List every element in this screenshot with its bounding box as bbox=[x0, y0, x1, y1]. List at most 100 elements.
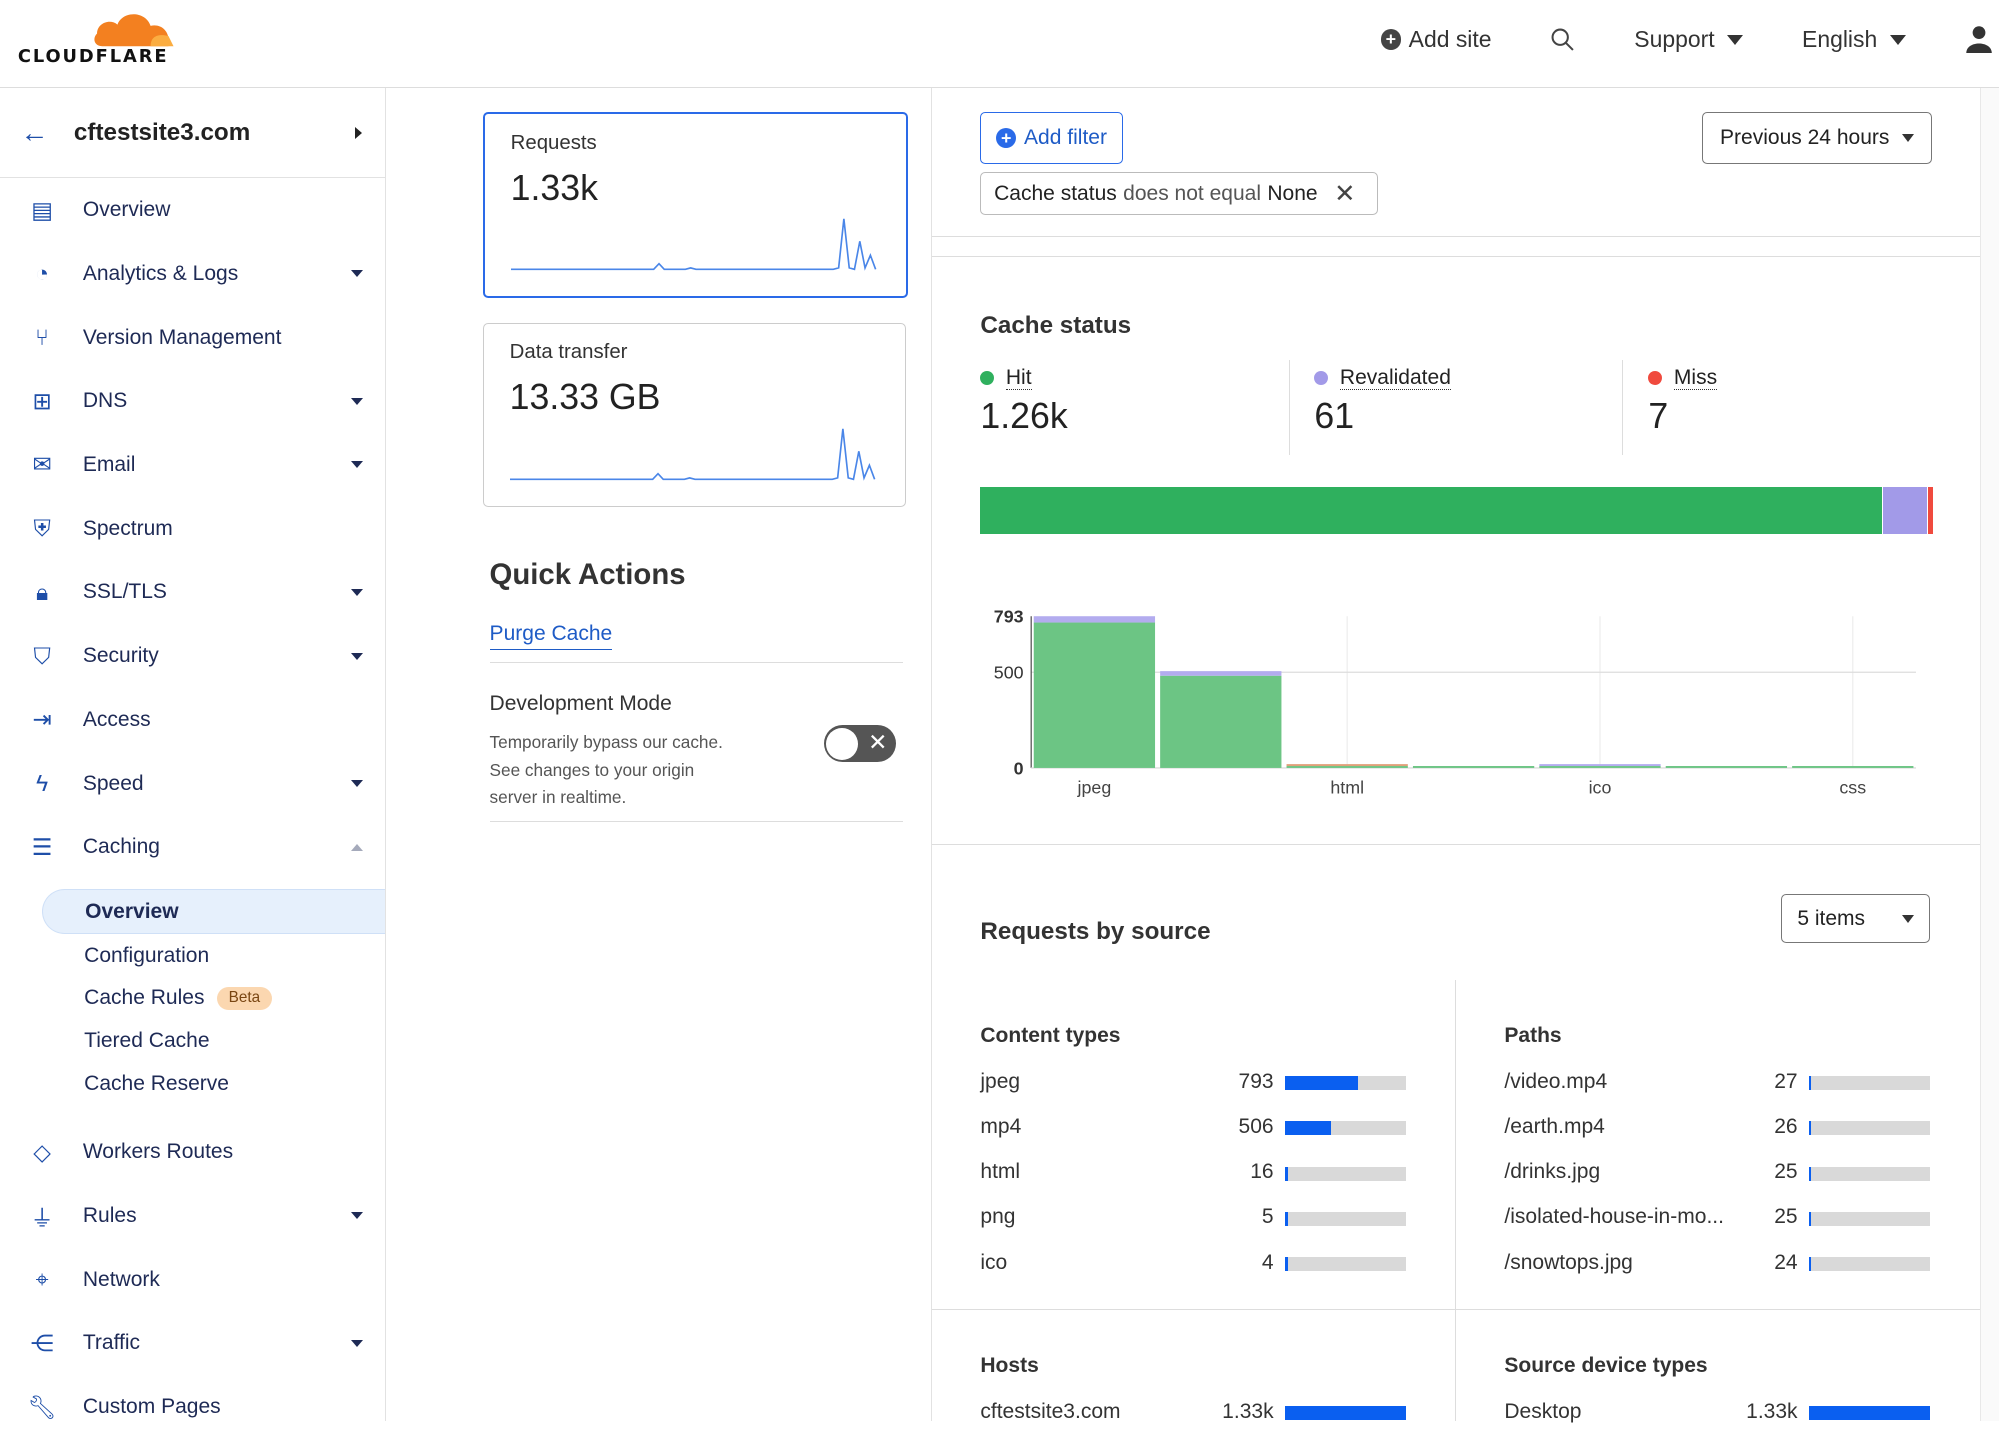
sidebar-item-label: Spectrum bbox=[82, 516, 173, 540]
scrollbar[interactable] bbox=[1980, 87, 1999, 1422]
add-filter-button[interactable]: + Add filter bbox=[980, 112, 1123, 164]
sidebar-item-label: Security bbox=[82, 644, 159, 668]
source-row-bar bbox=[1285, 1211, 1407, 1226]
caret-down-icon[interactable] bbox=[351, 1339, 364, 1348]
caret-down-icon[interactable] bbox=[351, 461, 364, 470]
traffic-icon: ⋲ bbox=[30, 1329, 54, 1356]
items-count-select[interactable]: 5 items bbox=[1781, 893, 1931, 944]
filter-value: None bbox=[1267, 181, 1318, 205]
divider bbox=[1621, 359, 1623, 456]
legend-label: Miss bbox=[1673, 365, 1718, 390]
bar-fill bbox=[1285, 1076, 1358, 1091]
site-selector[interactable]: ← cftestsite3.com bbox=[0, 88, 386, 179]
sidebar-item-workers-routes[interactable]: ◇ Workers Routes bbox=[0, 1120, 385, 1184]
caret-down-icon[interactable] bbox=[351, 652, 364, 661]
sidebar-item-overview[interactable]: ▤ Overview bbox=[0, 178, 385, 242]
source-row-key: cftestsite3.com bbox=[980, 1399, 1121, 1423]
hosts-title: Hosts bbox=[980, 1353, 1039, 1377]
legend-dot bbox=[1648, 371, 1663, 386]
legend-dot bbox=[1314, 371, 1329, 386]
data-transfer-sparkline bbox=[509, 428, 876, 481]
divider bbox=[1288, 359, 1290, 456]
time-range-select[interactable]: Previous 24 hours bbox=[1701, 112, 1933, 164]
caret-down-icon[interactable] bbox=[351, 270, 364, 278]
sidebar-item-access[interactable]: ⇥ Access bbox=[0, 688, 385, 752]
sidebar-item-custom-pages[interactable]: 🔧︎ Custom Pages bbox=[0, 1375, 385, 1439]
sidebar-item-version-management[interactable]: ⑂ Version Management bbox=[0, 306, 385, 370]
divider bbox=[489, 661, 903, 663]
site-name: cftestsite3.com bbox=[73, 118, 251, 146]
bar-hit-jpeg bbox=[1033, 622, 1156, 768]
sidebar-item-network[interactable]: ⌖ Network bbox=[0, 1248, 385, 1312]
user-menu[interactable] bbox=[1965, 25, 1993, 54]
sidebar-item-traffic[interactable]: ⋲ Traffic bbox=[0, 1311, 385, 1375]
caching-subitem-configuration[interactable]: Configuration bbox=[0, 934, 385, 977]
caching-subitem-overview[interactable]: Overview bbox=[42, 889, 386, 935]
time-range-label: Previous 24 hours bbox=[1720, 126, 1890, 150]
caching-subitem-cache-reserve[interactable]: Cache Reserve bbox=[0, 1062, 385, 1105]
requests-by-source-title: Requests by source bbox=[980, 917, 1211, 945]
source-row-value: 4 bbox=[1261, 1250, 1274, 1274]
caching-subitem-tiered-cache[interactable]: Tiered Cache bbox=[0, 1020, 385, 1063]
source-row-value: 25 bbox=[1774, 1160, 1798, 1184]
support-menu[interactable]: Support bbox=[1634, 26, 1744, 53]
sidebar-item-label: Access bbox=[82, 707, 151, 731]
y-tick-label: 500 bbox=[994, 662, 1024, 682]
sidebar-item-dns[interactable]: ⊞ DNS bbox=[0, 369, 385, 433]
source-row-value: 793 bbox=[1238, 1069, 1274, 1093]
sidebar-item-label: Caching bbox=[82, 835, 160, 859]
support-label: Support bbox=[1634, 26, 1715, 52]
pie-chart-icon: ◔ bbox=[35, 260, 49, 287]
caret-down-icon[interactable] bbox=[351, 780, 364, 788]
add-site-button[interactable]: + Add site bbox=[1380, 26, 1492, 53]
caret-down-icon[interactable] bbox=[351, 1212, 364, 1221]
user-icon bbox=[1965, 26, 1992, 54]
toggle-knob bbox=[826, 727, 858, 760]
sidebar-item-spectrum[interactable]: ⛨ Spectrum bbox=[0, 497, 385, 561]
sidebar-item-rules[interactable]: ⏚ Rules bbox=[0, 1184, 385, 1248]
sidebar-item-ssl-tls[interactable]: 🔒︎ SSL/TLS bbox=[0, 561, 385, 625]
legend-revalidated[interactable]: Revalidated bbox=[1314, 365, 1451, 390]
cache-status-proportion-bar bbox=[980, 486, 1933, 535]
back-arrow-icon[interactable]: ← bbox=[20, 116, 49, 148]
source-row-bar bbox=[1809, 1121, 1931, 1136]
requests-card[interactable]: Requests 1.33k bbox=[483, 112, 908, 299]
data-transfer-card[interactable]: Data transfer 13.33 GB bbox=[483, 322, 906, 507]
sidebar-item-security[interactable]: ⛉ Security bbox=[0, 624, 385, 688]
sidebar-item-speed[interactable]: ϟ Speed bbox=[0, 752, 385, 816]
sidebar-item-caching[interactable]: ☰ Caching bbox=[0, 816, 385, 880]
legend-hit[interactable]: Hit bbox=[980, 365, 1032, 390]
source-row-value: 26 bbox=[1774, 1114, 1798, 1138]
bar-miss-html bbox=[1286, 763, 1409, 766]
source-row-bar bbox=[1285, 1166, 1407, 1181]
funnel-icon: ⏚ bbox=[30, 1204, 54, 1231]
bar-revalidated-mp4 bbox=[1160, 670, 1282, 676]
source-row-value: 16 bbox=[1250, 1160, 1274, 1184]
language-menu[interactable]: English bbox=[1802, 26, 1906, 53]
caret-down-icon[interactable] bbox=[351, 397, 364, 406]
bar-fill bbox=[1809, 1076, 1812, 1091]
source-row-key: /drinks.jpg bbox=[1504, 1160, 1601, 1184]
filter-chip[interactable]: Cache status does not equal None ✕ bbox=[980, 172, 1379, 216]
caching-subitem-cache-rules[interactable]: Cache Rules Beta bbox=[0, 977, 385, 1020]
plus-circle-icon: + bbox=[1380, 29, 1401, 50]
sidebar-item-email[interactable]: ✉ Email bbox=[0, 433, 385, 497]
source-row-value: 1.33k bbox=[1222, 1399, 1274, 1423]
caret-down-icon[interactable] bbox=[351, 588, 364, 597]
legend-miss[interactable]: Miss bbox=[1648, 365, 1718, 390]
plus-circle-icon: + bbox=[996, 128, 1017, 149]
document-icon: ▤ bbox=[31, 196, 53, 223]
purge-cache-link[interactable]: Purge Cache bbox=[489, 622, 613, 650]
caret-up-icon[interactable] bbox=[351, 843, 364, 851]
sidebar-item-label: Traffic bbox=[82, 1331, 141, 1355]
sidebar-item-label: Analytics & Logs bbox=[82, 261, 239, 285]
source-row-bar bbox=[1285, 1406, 1407, 1421]
search-button[interactable] bbox=[1550, 27, 1575, 52]
source-row-bar bbox=[1809, 1257, 1931, 1272]
remove-filter-icon[interactable]: ✕ bbox=[1334, 179, 1356, 208]
desc-line: server in realtime. bbox=[489, 787, 627, 808]
dev-mode-toggle[interactable]: ✕ bbox=[823, 725, 897, 763]
cloudflare-logo[interactable]: CLOUDFLARE bbox=[18, 8, 181, 67]
sidebar-item-analytics-logs[interactable]: ◔ Analytics & Logs bbox=[0, 242, 385, 306]
chevron-right-icon[interactable] bbox=[355, 126, 363, 139]
